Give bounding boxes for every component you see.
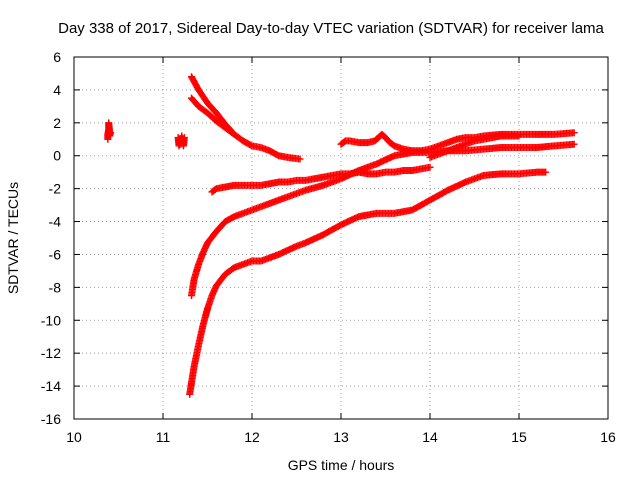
data-point [570,140,578,148]
series-arc-a [104,119,114,143]
x-tick-label: 16 [600,429,616,445]
data-point [229,129,237,137]
y-tick-label: 6 [53,49,61,65]
y-tick-label: -2 [49,181,62,197]
data-point [515,132,523,140]
x-tick-label: 14 [422,429,438,445]
series-arc-d [187,94,238,138]
series-arc-i [426,132,523,161]
y-tick-label: -8 [49,279,62,295]
data-point [106,129,114,137]
series-arc-f [186,168,550,398]
x-tick-label: 13 [333,429,349,445]
axes-ticks: 10 11 12 13 14 15 16 -16 -14 -12 -10 -8 -6 -4 -2 0 2 4 6 [41,49,616,445]
chart-title: Day 338 of 2017, Sidereal Day-to-day VTE… [58,20,604,37]
data-points [104,73,578,398]
y-tick-label: 4 [53,82,61,98]
y-tick-label: -14 [41,378,61,394]
data-point [230,130,238,138]
series-arc-g [208,163,434,196]
y-tick-label: -6 [49,246,62,262]
x-tick-label: 11 [156,429,171,445]
x-tick-label: 10 [66,429,82,445]
y-tick-label: -10 [41,312,61,328]
data-point [542,168,550,176]
x-axis-label: GPS time / hours [288,457,395,473]
y-axis-label: SDTVAR / TECUs [5,182,21,294]
data-point [570,129,578,137]
y-tick-label: -12 [41,345,61,361]
y-tick-label: -4 [49,214,62,230]
data-point [180,134,188,142]
series-arc-b [174,132,188,150]
y-tick-label: -16 [41,411,61,427]
data-point [296,155,304,163]
x-tick-label: 15 [511,429,527,445]
x-tick-label: 12 [244,429,260,445]
series-arc-c [187,73,304,163]
data-point [426,163,434,171]
grid [74,57,608,419]
y-tick-label: 2 [53,115,61,131]
series-arc-e [187,140,578,300]
y-tick-label: 0 [53,148,61,164]
